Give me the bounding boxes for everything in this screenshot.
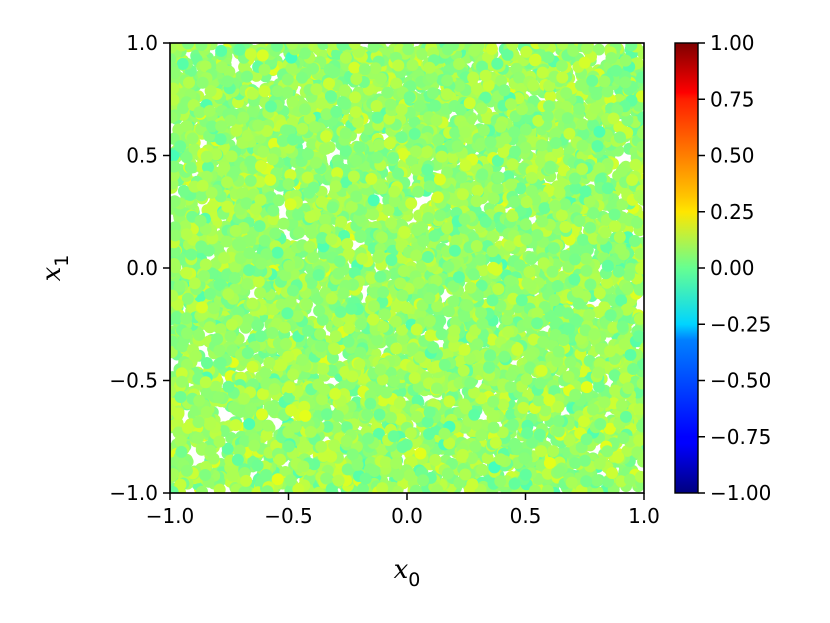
scatter-point [466, 452, 478, 465]
scatter-point [196, 485, 208, 493]
scatter-point [454, 355, 467, 368]
scatter-point [221, 442, 234, 455]
scatter-point [446, 151, 459, 164]
scatter-point [236, 187, 249, 200]
scatter-point [501, 313, 514, 326]
scatter-point [479, 91, 492, 104]
scatter-point [567, 44, 580, 57]
scatter-point [453, 476, 466, 489]
scatter-point [382, 204, 395, 216]
scatter-point [238, 61, 251, 73]
scatter-point [256, 388, 269, 400]
scatter-point [405, 154, 418, 167]
scatter-point [361, 185, 374, 198]
scatter-point [373, 408, 386, 421]
scatter-point [250, 69, 263, 82]
scatter-point [317, 43, 330, 50]
scatter-point [423, 180, 436, 193]
scatter-point [286, 217, 299, 230]
scatter-point [495, 74, 508, 87]
scatter-point [539, 404, 552, 417]
scatter-point [514, 182, 527, 195]
scatter-point [229, 419, 242, 432]
scatter-point [390, 77, 403, 90]
scatter-point [524, 361, 537, 374]
scatter-point [481, 112, 494, 125]
scatter-point [601, 85, 614, 98]
scatter-point [416, 48, 429, 60]
scatter-point [212, 243, 224, 256]
scatter-point [481, 452, 494, 464]
scatter-point [312, 486, 325, 493]
scatter-point [636, 420, 644, 433]
scatter-point [239, 321, 252, 334]
scatter-point [246, 106, 259, 119]
scatter-point [214, 323, 227, 336]
scatter-point [412, 380, 425, 393]
plot-area [169, 42, 645, 494]
scatter-points [170, 43, 644, 493]
scatter-point [577, 128, 590, 141]
scatter-point [482, 79, 495, 92]
scatter-point [441, 348, 454, 361]
scatter-point [379, 308, 391, 321]
scatter-point [625, 43, 638, 52]
scatter-point [634, 247, 644, 260]
scatter-point [430, 114, 443, 127]
scatter-point [171, 417, 184, 430]
